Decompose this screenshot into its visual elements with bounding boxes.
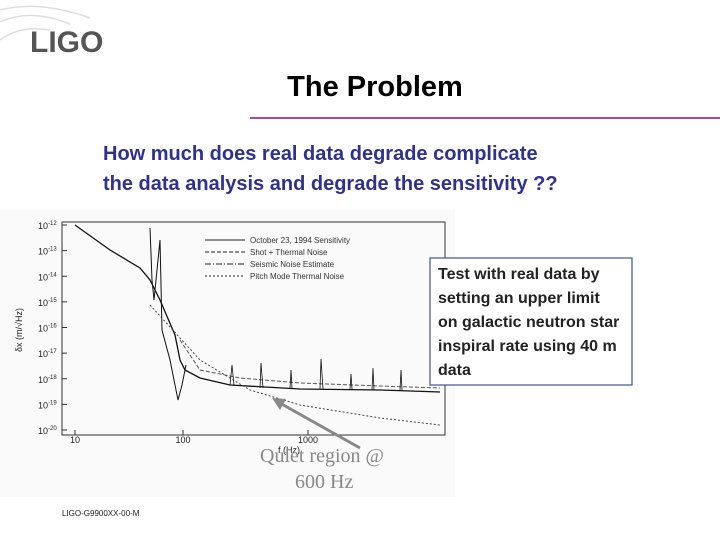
tick-exp: -12 [48, 221, 57, 227]
tick-exp: -14 [48, 272, 57, 278]
tick-base: 10 [38, 221, 48, 231]
tick-base: 10 [38, 349, 48, 359]
tick-base: 10 [38, 272, 48, 282]
logo: LIGO [30, 26, 103, 59]
logo-swirl [0, 5, 91, 41]
y-tick-label: 10-17 [38, 349, 57, 359]
callout-line: on galactic neutron star [438, 314, 619, 331]
callout-line: Test with real data by [438, 266, 600, 283]
legend-lines [205, 239, 245, 277]
x-tick-label: 10 [70, 435, 80, 445]
tick-exp: -16 [48, 324, 57, 330]
y-tick-label: 10-18 [38, 375, 57, 385]
y-tick-label: 10-20 [38, 426, 57, 436]
tick-base: 10 [38, 298, 48, 308]
slide-title: The Problem [287, 71, 463, 103]
legend-label: Pitch Mode Thermal Noise [250, 272, 345, 281]
x-axis-label: f (Hz) [278, 445, 300, 455]
footer: LIGO-G9900XX-00-M [62, 509, 140, 518]
legend-label: Shot + Thermal Noise [250, 248, 328, 257]
annotation: Quiet region @ [260, 445, 384, 467]
tick-base: 10 [38, 247, 48, 257]
legend-label: October 23, 1994 Sensitivity [250, 236, 350, 245]
question-line: the data analysis and degrade the sensit… [103, 173, 558, 195]
y-tick-label: 10-19 [38, 400, 57, 410]
tick-exp: -20 [48, 426, 57, 432]
question-line: How much does real data degrade complica… [103, 143, 538, 165]
y-tick-label: 10-15 [38, 298, 57, 308]
y-tick-label: 10-12 [38, 221, 57, 231]
tick-exp: -15 [48, 298, 57, 304]
tick-exp: -17 [48, 349, 57, 355]
callout-box [429, 257, 633, 386]
y-tick-label: 10-13 [38, 247, 57, 257]
x-tick-label: 100 [175, 435, 190, 445]
seismic-curve [149, 227, 187, 401]
tick-exp: -18 [48, 375, 57, 381]
y-axis-label: δx (m/√Hz) [14, 308, 24, 352]
tick-exp: -13 [48, 247, 57, 253]
tick-base: 10 [38, 375, 48, 385]
shot-curve [179, 339, 441, 389]
arrow-head [272, 398, 286, 410]
callout-line: setting an upper limit [438, 290, 600, 307]
sensitivity-curve [74, 224, 441, 393]
y-tick-label: 10-14 [38, 272, 57, 282]
line-features [229, 358, 403, 391]
x-tick-label: 1000 [298, 435, 318, 445]
tick-base: 10 [38, 426, 48, 436]
tick-base: 10 [38, 400, 48, 410]
figure-background [0, 210, 455, 497]
y-tick-label: 10-16 [38, 324, 57, 334]
figure: f (Hz) δx (m/√Hz) Quiet region @ 600 Hz … [0, 210, 455, 497]
annotation: 600 Hz [295, 471, 353, 493]
pitch-curve [149, 304, 441, 426]
tick-exp: -19 [48, 400, 57, 406]
callout-line: data [438, 362, 471, 379]
callout-line: inspiral rate using 40 m [438, 338, 617, 355]
legend-label: Seismic Noise Estimate [250, 260, 335, 269]
arrow-shaft [277, 400, 361, 450]
tick-base: 10 [38, 324, 48, 334]
